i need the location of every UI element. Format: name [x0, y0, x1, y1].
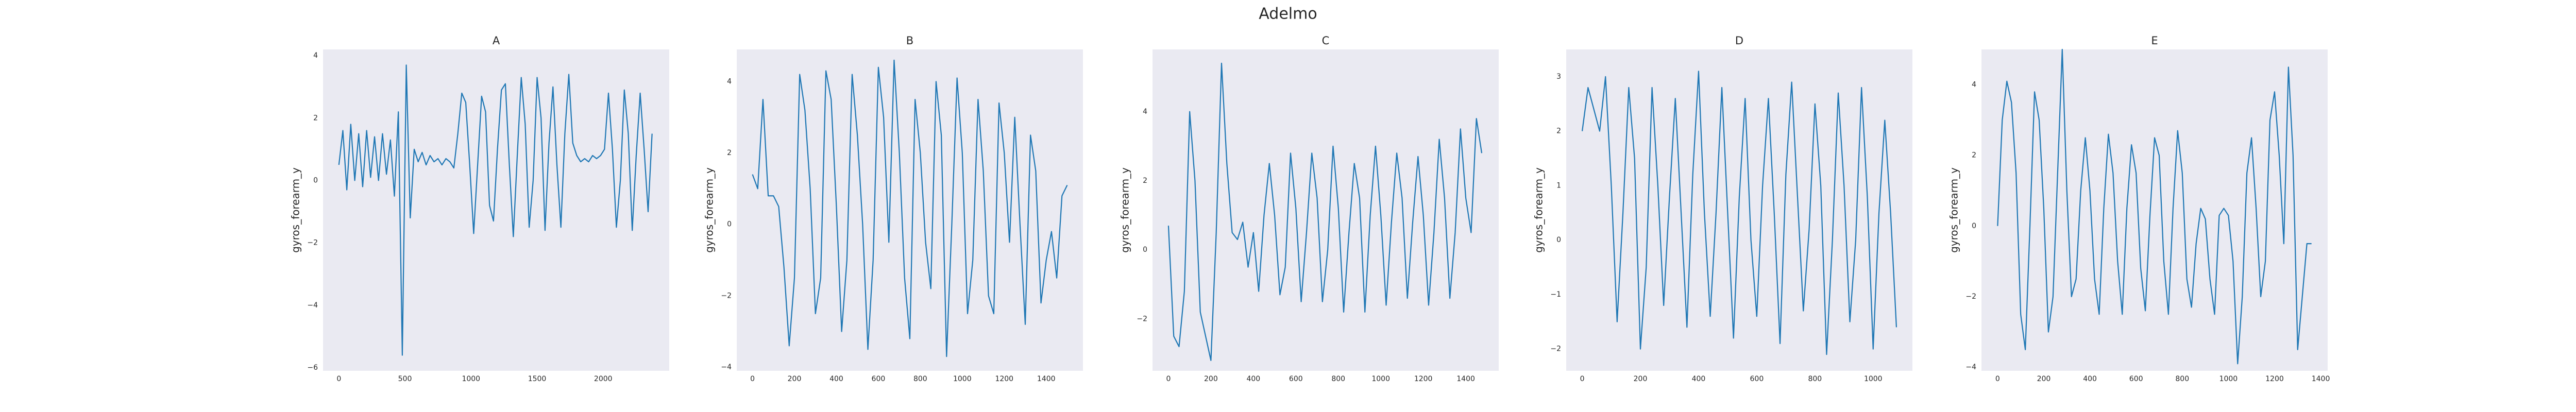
y-tick-label: 2: [727, 149, 732, 157]
x-tick-label: 1000: [462, 375, 480, 383]
x-tick-label: 400: [1692, 375, 1706, 383]
data-line: [1167, 62, 1483, 361]
x-tick-label: 600: [1289, 375, 1303, 383]
x-tick-label: 1400: [1037, 375, 1056, 383]
x-tick-label: 0: [750, 375, 755, 383]
data-line: [338, 64, 653, 356]
y-tick-label: 2: [1556, 127, 1561, 135]
x-tick-label: 1200: [995, 375, 1013, 383]
y-tick-label: −2: [1550, 345, 1561, 353]
y-axis-label: gyros_forearm_y: [1119, 167, 1131, 253]
y-tick-label: −2: [307, 239, 318, 247]
y-axis-label: gyros_forearm_y: [1533, 167, 1545, 253]
x-tick-label: 800: [2175, 375, 2189, 383]
x-tick-label: 600: [2129, 375, 2143, 383]
y-tick-label: 0: [727, 220, 732, 229]
data-line: [1581, 71, 1897, 355]
y-tick-label: −1: [1550, 290, 1561, 299]
y-axis-label: gyros_forearm_y: [290, 167, 302, 253]
plot-area: [323, 49, 669, 371]
x-tick-label: 200: [2037, 375, 2051, 383]
y-tick-label: 1: [1556, 181, 1561, 190]
x-tick-label: 1400: [1456, 375, 1475, 383]
x-tick-label: 1200: [2265, 375, 2284, 383]
y-tick-label: 0: [1972, 222, 1976, 230]
x-tick-label: 0: [1166, 375, 1171, 383]
y-axis-label: gyros_forearm_y: [703, 167, 716, 253]
x-tick-label: 1000: [1371, 375, 1390, 383]
subplot-title: A: [493, 35, 500, 47]
y-tick-label: −2: [1137, 315, 1147, 323]
y-tick-label: 4: [1972, 81, 1976, 89]
y-tick-label: −2: [721, 291, 732, 300]
x-tick-label: 1000: [953, 375, 972, 383]
x-tick-label: 600: [872, 375, 886, 383]
x-tick-label: 200: [788, 375, 802, 383]
y-tick-label: 0: [1556, 236, 1561, 244]
x-tick-label: 0: [1580, 375, 1585, 383]
y-tick-label: −4: [721, 363, 732, 371]
y-axis-label: gyros_forearm_y: [1948, 167, 1960, 253]
y-tick-label: 2: [1143, 177, 1147, 185]
x-tick-label: 1500: [528, 375, 547, 383]
y-tick-label: −4: [1965, 363, 1976, 371]
y-tick-label: −4: [307, 301, 318, 310]
data-line: [752, 59, 1068, 357]
x-tick-label: 400: [829, 375, 843, 383]
x-tick-label: 400: [1246, 375, 1260, 383]
x-tick-label: 1000: [1864, 375, 1883, 383]
x-tick-label: 1000: [2219, 375, 2238, 383]
subplot-title: C: [1322, 35, 1330, 47]
x-tick-label: 800: [1331, 375, 1345, 383]
x-tick-label: 500: [398, 375, 412, 383]
x-tick-label: 800: [1808, 375, 1822, 383]
y-tick-label: 0: [313, 176, 318, 184]
x-tick-label: 2000: [594, 375, 613, 383]
y-tick-label: 3: [1556, 73, 1561, 81]
x-tick-label: 0: [336, 375, 341, 383]
subplot-title: D: [1735, 35, 1743, 47]
x-tick-label: 200: [1634, 375, 1648, 383]
x-tick-label: 0: [1995, 375, 2000, 383]
x-tick-label: 600: [1750, 375, 1764, 383]
y-tick-label: 4: [313, 52, 318, 60]
x-tick-label: 800: [913, 375, 927, 383]
x-tick-label: 1400: [2312, 375, 2330, 383]
figure-title: Adelmo: [1259, 5, 1317, 23]
plot-area: [1153, 49, 1499, 371]
y-tick-label: −2: [1965, 293, 1976, 301]
y-tick-label: 4: [1143, 108, 1147, 116]
y-tick-label: 4: [727, 77, 732, 85]
data-line: [1997, 48, 2312, 365]
subplot-title: E: [2151, 35, 2158, 47]
x-tick-label: 1200: [1414, 375, 1433, 383]
subplot-title: B: [906, 35, 913, 47]
y-tick-label: −6: [307, 364, 318, 372]
y-tick-label: 2: [313, 114, 318, 122]
plot-area: [1981, 49, 2328, 371]
y-tick-label: 2: [1972, 151, 1976, 160]
x-tick-label: 200: [1204, 375, 1218, 383]
x-tick-label: 400: [2083, 375, 2097, 383]
y-tick-label: 0: [1143, 246, 1147, 254]
